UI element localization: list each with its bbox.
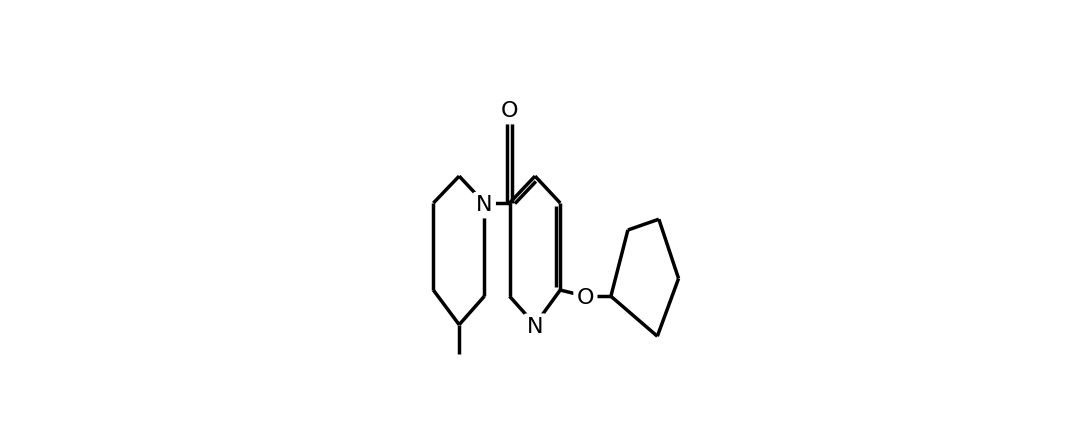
Text: N: N xyxy=(527,317,543,337)
Text: N: N xyxy=(476,195,493,215)
Text: O: O xyxy=(501,101,518,121)
Text: O: O xyxy=(577,288,594,308)
